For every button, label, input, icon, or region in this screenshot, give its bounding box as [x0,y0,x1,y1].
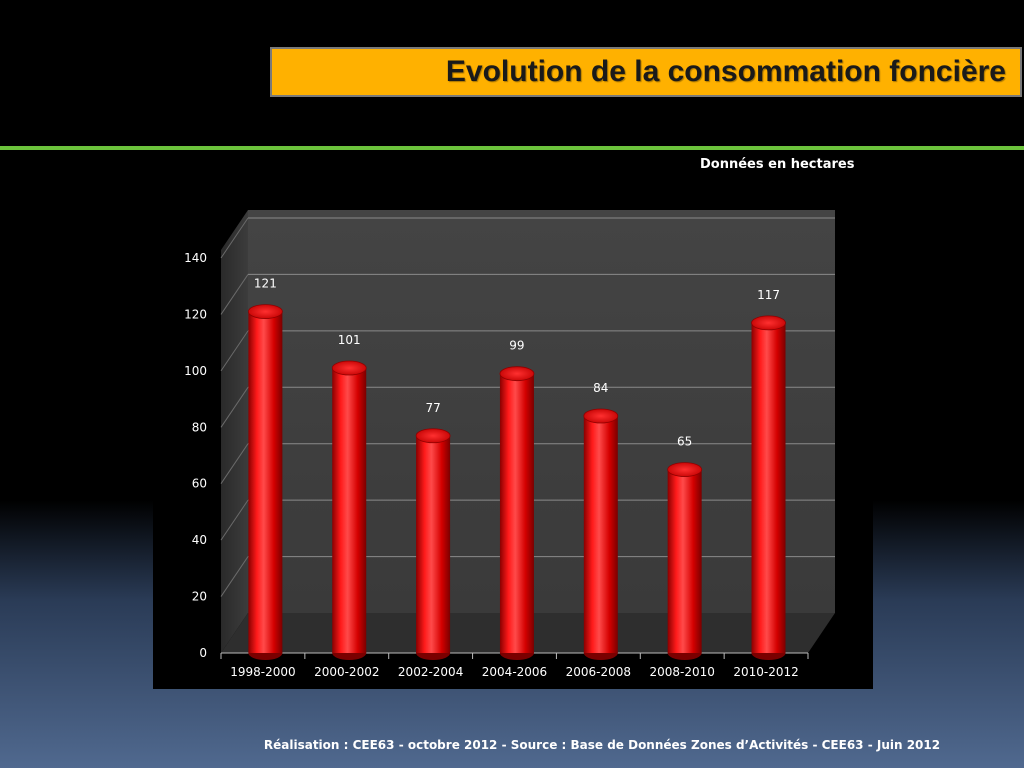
bar [499,366,535,660]
bar [751,315,786,660]
gridline-side [220,499,249,541]
data-label: 65 [677,435,692,449]
bar-top [667,462,703,478]
data-label: 121 [254,277,277,291]
data-label: 84 [593,381,608,395]
bar-chart: 0 20 40 60 80 100 120 140 121 1998-2000 101 2000-20… [184,210,835,679]
gridline-side [220,387,249,428]
x-tick-label: 2008-2010 [650,665,715,679]
y-tick-label: 60 [192,477,207,491]
bar-top [415,428,451,444]
unit-note: Données en hectares [700,157,855,172]
divider-line [0,146,1024,150]
x-tick-label: 2006-2008 [566,665,631,679]
gridline-side [220,556,249,597]
chart-side-wall [221,210,248,653]
y-tick-label: 0 [199,646,207,660]
chart-panel: 0 20 40 60 80 100 120 140 121 1998-2000 101 2000-20… [153,210,873,689]
x-tick-label: 2004-2006 [482,665,547,679]
bar-top [331,360,367,376]
x-tick-label: 2000-2002 [314,665,379,679]
gridline-side [220,330,249,372]
x-tick-label: 2010-2012 [733,665,798,679]
y-tick-label: 20 [192,590,207,604]
x-tick-label: 2002-2004 [398,665,463,679]
bar [415,428,451,660]
y-tick-label: 140 [184,251,207,265]
bar [667,462,703,660]
y-tick-label: 40 [192,533,207,547]
bar-body [751,322,786,653]
bar [247,304,283,660]
bar-body [667,469,702,653]
bar [583,408,619,660]
data-label: 117 [757,288,780,302]
page-title: Evolution de la consommation foncière [445,55,1006,88]
data-label: 101 [338,333,361,347]
bar-top [751,315,786,331]
y-tick-label: 80 [192,420,207,434]
bar-body [332,368,367,653]
bar-top [247,304,283,320]
data-label: 99 [509,339,524,353]
x-tick-label: 1998-2000 [230,665,295,679]
bar-body [416,435,451,653]
gridline-side [220,443,249,484]
footer-credits: Réalisation : CEE63 - octobre 2012 - Sou… [263,738,941,752]
gridline-side [220,217,249,259]
bar-top [499,366,535,382]
bar-body [248,311,283,653]
title-banner: Evolution de la consommation foncière [270,47,1022,97]
bar-body [583,416,618,653]
gridline-side [220,274,249,315]
y-tick-label: 120 [184,307,207,321]
bar-body [499,373,534,653]
bar-top [583,408,619,424]
data-label: 77 [425,401,440,415]
y-tick-label: 100 [184,364,207,378]
bar [331,360,367,660]
